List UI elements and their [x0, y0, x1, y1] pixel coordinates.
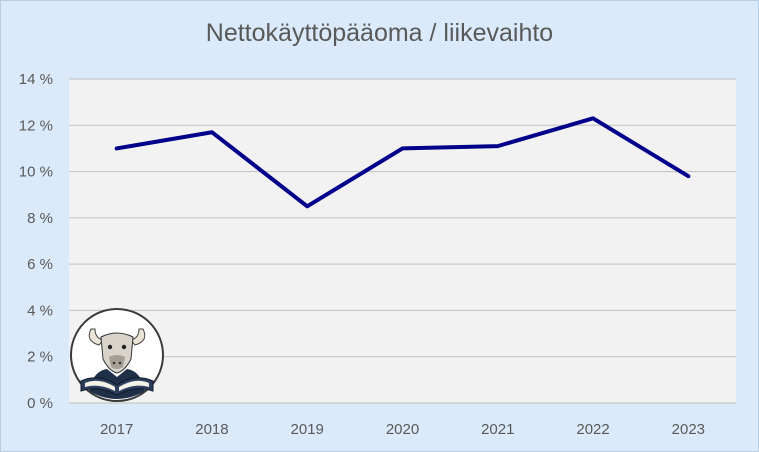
- y-tick-label: 12 %: [19, 117, 53, 134]
- y-tick-label: 6 %: [27, 256, 53, 273]
- plot-area: [69, 79, 736, 403]
- x-tick-label: 2017: [100, 421, 133, 438]
- y-tick-label: 10 %: [19, 164, 53, 181]
- bull-reading-book-logo-icon: [70, 308, 164, 402]
- chart-title: Nettokäyttöpääoma / liikevaihto: [205, 19, 554, 47]
- y-axis-tick-labels: 0 % 2 % 4 % 6 % 8 % 10 % 12 % 14 %: [19, 71, 53, 412]
- y-tick-label: 8 %: [27, 210, 53, 227]
- x-tick-label: 2022: [576, 421, 609, 438]
- x-tick-label: 2023: [672, 421, 705, 438]
- x-tick-label: 2020: [386, 421, 419, 438]
- x-tick-label: 2018: [195, 421, 228, 438]
- x-tick-label: 2021: [481, 421, 514, 438]
- x-tick-label: 2019: [291, 421, 324, 438]
- y-tick-label: 4 %: [27, 302, 53, 319]
- y-tick-label: 14 %: [19, 71, 53, 88]
- x-axis-tick-labels: 2017 2018 2019 2020 2021 2022 2023: [100, 421, 705, 438]
- series-line-0: [114, 116, 691, 209]
- y-tick-label: 2 %: [27, 349, 53, 366]
- gridlines: [69, 78, 736, 404]
- y-tick-label: 0 %: [27, 395, 53, 412]
